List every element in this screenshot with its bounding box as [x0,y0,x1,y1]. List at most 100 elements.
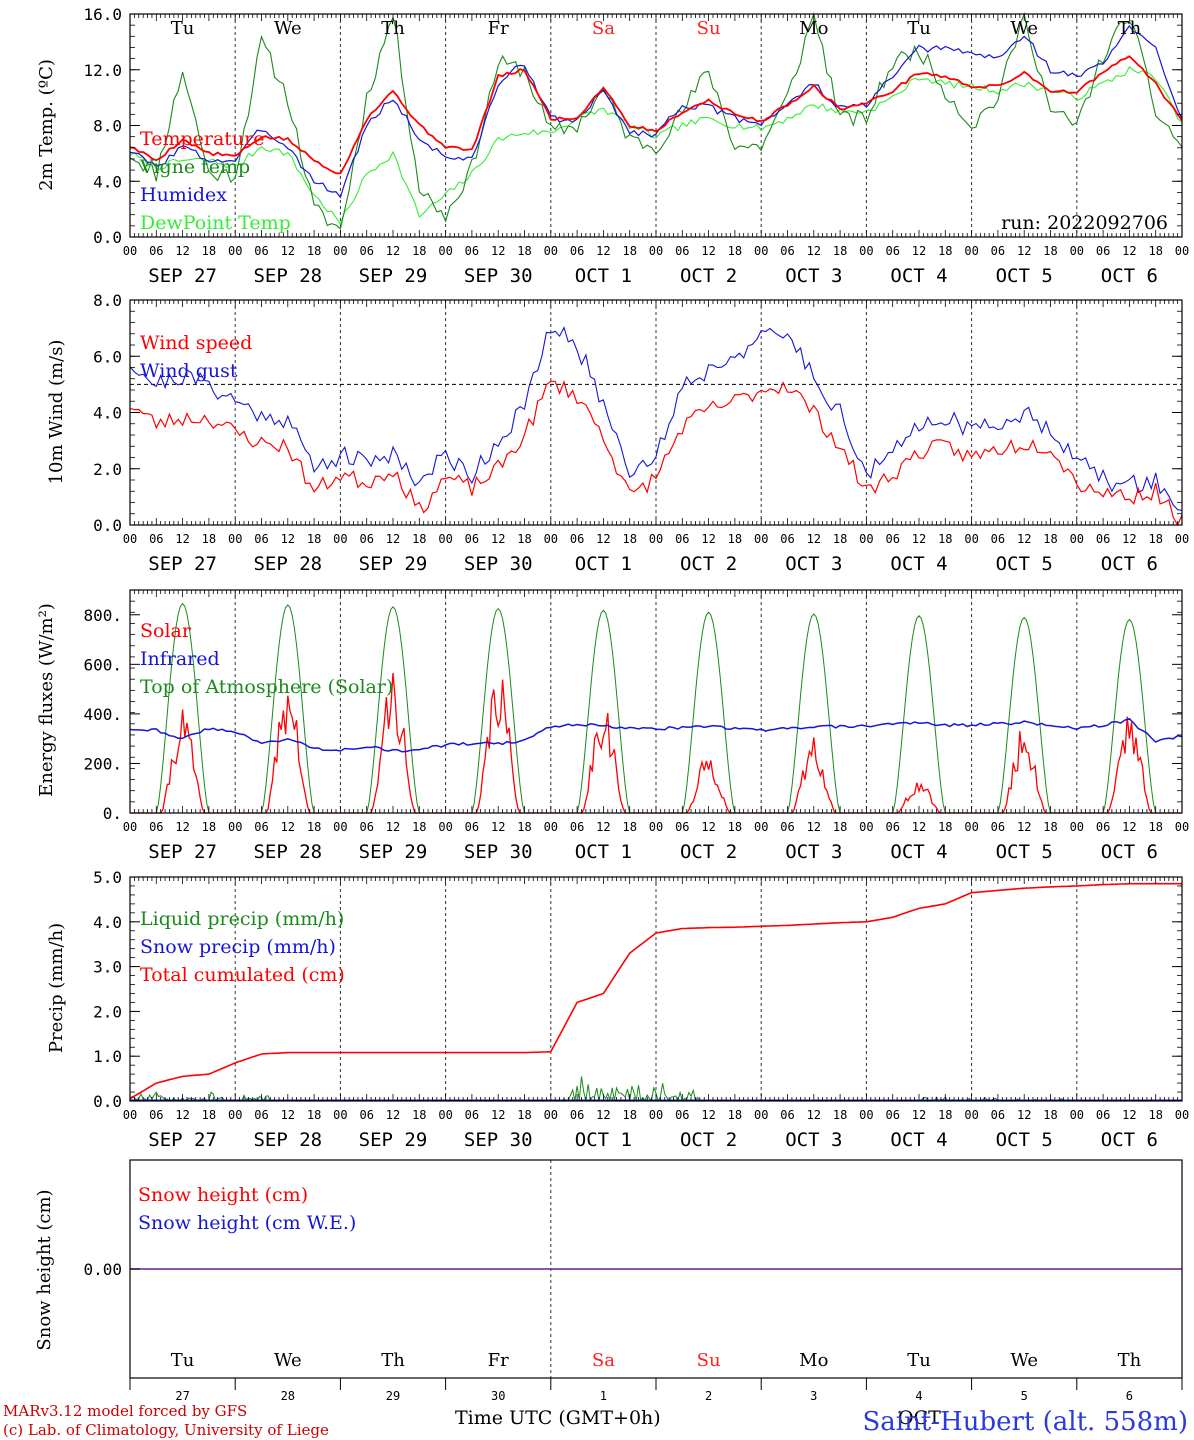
y-tick-label: 0.0 [93,228,122,247]
legend-infrared: Infrared [140,648,220,670]
y-tick-label: 16.0 [83,5,122,24]
legend-snow-height-we: Snow height (cm W.E.) [138,1212,356,1234]
legend-solar: Solar [140,620,192,642]
hour-tick-label: 00 [1070,1108,1084,1122]
hour-tick-label: 12 [807,820,821,834]
date-label: OCT 4 [890,841,947,863]
precip-panel: 00 06 12 18 00 06 12 18 00 06 12 18 00 06 12 18 00 06 12 18… [46,868,1189,1151]
hour-tick-label: 06 [1096,1108,1110,1122]
hour-tick-label: 06 [359,244,373,258]
date-label: SEP 27 [148,1129,217,1151]
hour-tick-label: 00 [544,1108,558,1122]
hour-tick-label: 00 [544,244,558,258]
legend-snow-precip: Snow precip (mm/h) [140,936,336,958]
hour-tick-label: 00 [964,244,978,258]
hour-tick-label: 00 [544,532,558,546]
hour-tick-label: 12 [807,532,821,546]
hour-tick-label: 18 [728,532,742,546]
energy-panel: 00 06 12 18 00 06 12 18 00 06 12 18 00 06 12 18 00 06 12 18… [36,589,1189,863]
hour-tick-label: 12 [1122,244,1136,258]
hour-tick-label: 00 [333,532,347,546]
date-label: OCT 5 [996,553,1053,575]
hour-tick-label: 12 [1017,820,1031,834]
legend-snow-height-cm: Snow height (cm) [138,1184,308,1206]
hour-tick-label: 06 [1096,820,1110,834]
date-label: OCT 2 [680,265,737,287]
hour-tick-label: 00 [964,820,978,834]
weekday-label: Su [697,18,721,39]
hour-tick-label: 00 [228,820,242,834]
date-label: SEP 27 [148,553,217,575]
hour-tick-label: 12 [912,1108,926,1122]
y-tick-label: 12.0 [83,61,122,80]
hour-tick-label: 00 [123,244,137,258]
hour-tick-label: 12 [491,1108,505,1122]
hour-tick-label: 12 [386,820,400,834]
hour-tick-label: 06 [149,1108,163,1122]
date-label: OCT 4 [890,265,947,287]
date-label: OCT 4 [890,553,947,575]
hour-tick-label: 12 [491,820,505,834]
weekday-label: We [274,1350,302,1371]
hour-tick-label: 06 [149,532,163,546]
hour-tick-label: 18 [622,820,636,834]
legend-vigne-temp: Vigne temp [139,156,250,178]
hour-tick-label: 18 [622,244,636,258]
hour-tick-label: 18 [833,820,847,834]
hour-tick-label: 12 [386,1108,400,1122]
hour-tick-label: 00 [859,1108,873,1122]
legend-wind-speed: Wind speed [140,332,252,354]
series-line-vigne-temp [129,12,1183,230]
date-label: SEP 30 [464,1129,533,1151]
hour-tick-label: 12 [386,532,400,546]
hour-tick-label: 18 [517,244,531,258]
hour-tick-label: 06 [359,1108,373,1122]
series-line-dewpoint-temp [129,66,1183,226]
hour-tick-label: 18 [412,532,426,546]
hour-tick-label: 06 [359,820,373,834]
hour-tick-label: 06 [1096,532,1110,546]
hour-tick-label: 18 [938,244,952,258]
weekday-label: Th [381,1350,405,1371]
hour-tick-label: 18 [1043,1108,1057,1122]
temperature-axis-ticks: 00 06 12 18 00 06 12 18 00 06 12 18 00 06 12 18 00 06 12 18… [83,5,1189,287]
date-label: OCT 2 [680,553,737,575]
hour-tick-label: 00 [438,820,452,834]
hour-tick-label: 06 [991,244,1005,258]
day-number-label: 28 [281,1389,295,1403]
hour-tick-label: 00 [333,244,347,258]
y-tick-label: 4.0 [93,172,122,191]
date-label: OCT 6 [1101,841,1158,863]
hour-tick-label: 00 [123,820,137,834]
footer-model-credit: MARv3.12 model forced by GFS [3,1402,247,1420]
hour-tick-label: 12 [1122,532,1136,546]
hour-tick-label: 06 [149,244,163,258]
day-number-label: 2 [705,1389,712,1403]
hour-tick-label: 18 [307,244,321,258]
hour-tick-label: 18 [728,820,742,834]
weekday-label: Fr [488,1350,509,1371]
hour-tick-label: 18 [307,820,321,834]
series-line-wind-gust [129,326,1183,511]
hour-tick-label: 12 [1017,532,1031,546]
date-label: OCT 5 [996,841,1053,863]
hour-tick-label: 18 [728,244,742,258]
hour-tick-label: 12 [281,820,295,834]
hour-tick-label: 12 [596,244,610,258]
wind-series [129,326,1183,527]
day-number-label: 5 [1021,1389,1028,1403]
wind-y-axis-label: 10m Wind (m/s) [46,340,67,485]
hour-tick-label: 06 [465,532,479,546]
hour-tick-label: 00 [964,1108,978,1122]
hour-tick-label: 12 [1122,1108,1136,1122]
date-label: OCT 2 [680,841,737,863]
energy-axis-ticks: 00 06 12 18 00 06 12 18 00 06 12 18 00 06 12 18 00 06 12 18… [83,589,1189,863]
y-tick-label: 4.0 [93,913,122,932]
hour-tick-label: 06 [570,820,584,834]
hour-tick-label: 06 [254,820,268,834]
weekday-label: Tu [907,1350,931,1371]
hour-tick-label: 00 [754,244,768,258]
energy-y-axis-label: Energy fluxes (W/m²) [36,603,57,797]
hour-tick-label: 18 [202,820,216,834]
series-line-humidex [129,24,1183,199]
